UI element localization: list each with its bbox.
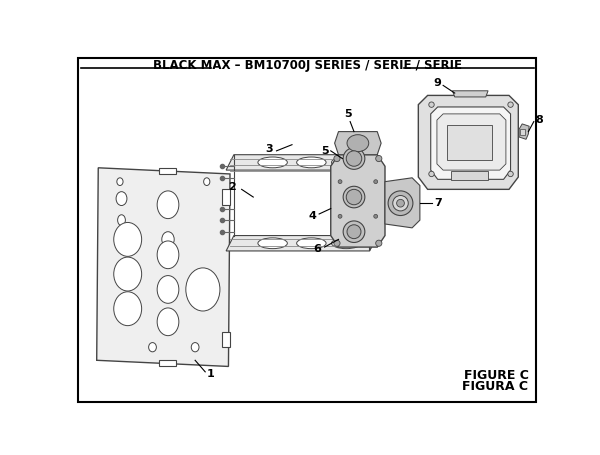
Ellipse shape [203,178,210,186]
Ellipse shape [157,276,179,303]
Ellipse shape [117,178,123,186]
Text: 6: 6 [314,243,322,253]
Ellipse shape [338,214,342,218]
Ellipse shape [346,151,362,166]
Text: 3: 3 [266,144,274,154]
Ellipse shape [429,171,434,177]
Ellipse shape [162,232,174,247]
Bar [520,128,525,135]
Bar [451,171,488,180]
Polygon shape [222,332,230,347]
Text: 9: 9 [433,78,441,88]
Ellipse shape [508,102,513,107]
Text: 5: 5 [344,109,352,119]
Ellipse shape [258,238,287,248]
Polygon shape [158,168,176,174]
Polygon shape [431,107,511,179]
Ellipse shape [334,240,340,246]
Text: 2: 2 [229,182,236,192]
Polygon shape [226,236,377,251]
Ellipse shape [393,196,408,211]
Ellipse shape [347,225,361,238]
Text: 1: 1 [207,369,215,379]
Ellipse shape [157,191,179,218]
Ellipse shape [186,268,220,311]
Text: BLACK MAX – BM10700J SERIES / SÉRIE / SERIE: BLACK MAX – BM10700J SERIES / SÉRIE / SE… [153,57,462,72]
Ellipse shape [508,171,513,177]
Ellipse shape [334,156,340,162]
Ellipse shape [338,180,342,183]
Ellipse shape [296,157,326,168]
Ellipse shape [374,214,377,218]
Polygon shape [385,178,420,228]
Polygon shape [519,124,529,139]
Ellipse shape [114,292,142,326]
Ellipse shape [118,215,125,226]
Text: 5: 5 [321,146,328,156]
Ellipse shape [343,148,365,169]
Ellipse shape [429,102,434,107]
Polygon shape [331,155,385,247]
Ellipse shape [191,343,199,352]
Ellipse shape [346,189,362,205]
Ellipse shape [332,157,361,168]
Ellipse shape [376,156,382,162]
Ellipse shape [376,240,382,246]
Ellipse shape [258,157,287,168]
Polygon shape [158,360,176,366]
Polygon shape [222,189,230,205]
Text: 7: 7 [434,198,442,208]
Text: 4: 4 [309,211,317,221]
Ellipse shape [374,180,377,183]
Ellipse shape [149,343,157,352]
Bar [447,126,492,160]
Ellipse shape [388,191,413,216]
Ellipse shape [397,199,404,207]
Text: 8: 8 [535,115,543,125]
Ellipse shape [296,238,326,248]
Polygon shape [370,155,377,251]
Ellipse shape [116,192,127,206]
Ellipse shape [157,308,179,336]
Polygon shape [437,114,506,170]
Polygon shape [452,91,488,97]
Text: FIGURA C: FIGURA C [463,379,529,393]
Ellipse shape [332,238,361,248]
Text: FIGURE C: FIGURE C [464,369,529,382]
Ellipse shape [343,186,365,208]
Ellipse shape [157,241,179,268]
Ellipse shape [114,222,142,256]
Ellipse shape [347,135,369,152]
Polygon shape [97,168,230,366]
Ellipse shape [343,221,365,243]
Polygon shape [418,96,518,189]
Polygon shape [335,131,381,155]
FancyBboxPatch shape [78,58,536,402]
Ellipse shape [114,257,142,291]
Polygon shape [226,155,377,170]
